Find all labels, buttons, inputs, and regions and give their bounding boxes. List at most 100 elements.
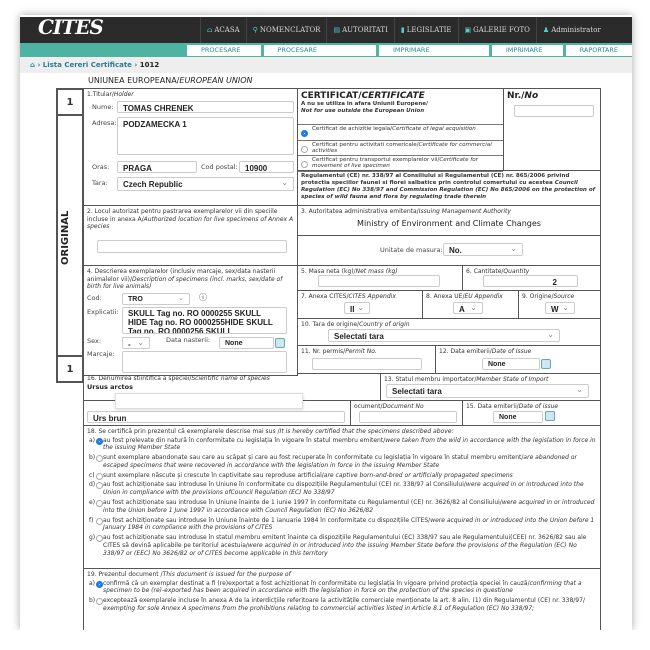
- address-input[interactable]: PODZAMECKA 1: [117, 117, 294, 155]
- birth-input[interactable]: None: [219, 337, 274, 349]
- nav-galerie-foto[interactable]: ▣ GALERIE FOTO: [457, 17, 536, 43]
- radio-button[interactable]: [96, 482, 103, 490]
- nr-label-en: No: [524, 91, 539, 101]
- radio-button[interactable]: [301, 145, 308, 153]
- city-label: Oras:: [92, 163, 110, 171]
- purpose-option[interactable]: a) au fost prelevate din natură în confor…: [87, 436, 597, 454]
- subnav-item[interactable]: PROCESARE INTERNATIONAL: [263, 45, 376, 65]
- cert-type-option[interactable]: Certificat pentru transportul exemplarel…: [298, 156, 503, 172]
- info-icon[interactable]: ⓘ: [199, 293, 207, 302]
- nav-administrator[interactable]: ♟ Administrator: [535, 17, 607, 43]
- f5-label-en: Net mass (kg): [355, 268, 398, 275]
- field-9-section: 9. Origine/Source W: [518, 290, 601, 319]
- option-ro: au fost achiziționate sau introduse în U…: [103, 499, 502, 507]
- cert-note: A nu se utiliza in afara Uniunii Europen…: [301, 101, 429, 107]
- nav-autoritati[interactable]: ▤ AUTORITATI: [326, 17, 393, 43]
- cites-appendix-select[interactable]: II: [344, 302, 370, 314]
- f15-label: 15. Data emiterii/: [466, 403, 519, 410]
- cert-type-option[interactable]: Certificat pentru activitati comericale/…: [298, 141, 503, 156]
- postal-input[interactable]: 10900: [239, 161, 294, 173]
- page-bottom: [0, 630, 650, 650]
- radio-button[interactable]: [96, 500, 103, 508]
- certificate-type-options: Certificat de achizitie legala/Certifica…: [298, 125, 503, 172]
- nav-acasa[interactable]: ⌂ ACASA: [200, 17, 246, 43]
- option-ro: au fost prelevate din natură în conformi…: [103, 436, 386, 444]
- autocomplete-dropdown[interactable]: [115, 393, 303, 409]
- field-6-section: 6. Cantitate/Quantity 2: [462, 265, 601, 291]
- holder-label-en: Holder: [113, 91, 134, 98]
- purpose-option[interactable]: f) au fost achiziționate sau introduse în…: [87, 516, 597, 534]
- unit-select[interactable]: No.: [443, 243, 523, 256]
- home-icon[interactable]: ⌂: [30, 61, 36, 69]
- calendar-icon[interactable]: [275, 338, 285, 348]
- nav-label: GALERIE FOTO: [473, 26, 530, 34]
- f19-label-en: This document is issued for the purpose …: [162, 571, 291, 578]
- purpose-option[interactable]: d) au fost achiziționate sau introduse în…: [87, 480, 597, 498]
- radio-button[interactable]: [301, 130, 308, 137]
- import-state-select[interactable]: Selectati tara: [386, 384, 589, 398]
- radio-button[interactable]: [96, 580, 103, 588]
- document-no-input[interactable]: [359, 411, 457, 423]
- authorized-location-input[interactable]: [97, 240, 287, 253]
- holder-label: 1.Titular/: [87, 91, 114, 98]
- f8-label-en: EU Appendix: [464, 293, 503, 300]
- option-ro: Certificat de achizitie legala/: [312, 126, 393, 132]
- net-mass-input[interactable]: [318, 275, 440, 287]
- cod-select[interactable]: TRO: [122, 293, 190, 305]
- origin-country-select[interactable]: Selectati tara: [328, 329, 560, 342]
- purpose-option[interactable]: b) sunt exemplare abandonate sau care au …: [87, 453, 597, 471]
- nr-input[interactable]: [514, 105, 594, 117]
- f18-label: 18. Se certifică prin prezentul că exemp…: [87, 428, 280, 435]
- source-select[interactable]: W: [545, 302, 575, 314]
- nav-nomenclator[interactable]: ⚲ NOMENCLATOR: [245, 17, 327, 43]
- radio-button[interactable]: [96, 437, 103, 445]
- copy-number: 1: [56, 88, 84, 116]
- document-date-input[interactable]: None: [493, 411, 543, 423]
- calendar-icon[interactable]: [545, 411, 555, 421]
- radio-button[interactable]: [96, 598, 103, 606]
- cert-type-option[interactable]: Certificat de achizitie legala/Certifica…: [298, 125, 503, 141]
- radio-button[interactable]: [96, 472, 103, 480]
- f11-label: 11. Nr. permis/: [301, 348, 346, 355]
- nav-legislatie[interactable]: ▮ LEGISLATIE: [393, 17, 458, 43]
- field-4-section: 4. Descrierea exemplarelor (inclusiv mar…: [83, 265, 298, 376]
- purpose-option[interactable]: g) au fost achiziționate sau introduse în…: [87, 533, 597, 558]
- purpose-option[interactable]: c) sunt exemplare născute și crescute în …: [87, 471, 597, 481]
- eu-appendix-select[interactable]: A: [453, 302, 483, 314]
- permit-no-input[interactable]: [312, 358, 422, 370]
- purpose-option[interactable]: a) confirmă că un exemplar destinat a fi …: [87, 579, 597, 597]
- radio-button[interactable]: [96, 455, 103, 463]
- name-input[interactable]: TOMAS CHRENEK: [117, 101, 294, 113]
- sex-select[interactable]: -: [122, 337, 150, 349]
- eu-heading: UNIUNEA EUROPEANA/EUROPEAN UNION: [88, 76, 253, 85]
- quantity-input[interactable]: 2: [483, 275, 578, 287]
- country-select[interactable]: Czech Republic: [117, 177, 294, 191]
- scientific-name: Ursus arctos: [87, 382, 133, 391]
- purpose-option[interactable]: e) au fost achiziționate sau introduse în…: [87, 498, 597, 516]
- f13-label-en: Member State of Import: [476, 376, 549, 383]
- option-key: a): [89, 579, 96, 587]
- copy-number-bottom: 1: [56, 355, 84, 383]
- nav-label: NOMENCLATOR: [259, 26, 321, 34]
- field-19-section: 19. Prezentul document /This document is…: [83, 568, 601, 638]
- calendar-icon[interactable]: [541, 359, 551, 369]
- breadcrumb-link[interactable]: Lista Cereri Certificate: [42, 61, 132, 69]
- f16-label: 16. Denumirea stiintifica a speciei/: [87, 375, 192, 382]
- issue-date-input[interactable]: None: [482, 358, 540, 370]
- field-12-section: 12. Data emiterii/Date of Issue None: [435, 345, 601, 374]
- city-input[interactable]: PRAGA: [117, 161, 197, 173]
- f9-label-en: Source: [553, 293, 575, 300]
- subnav-item[interactable]: PROCESARE UE: [187, 45, 261, 65]
- subnav-item[interactable]: RAPORTARE: [565, 45, 632, 56]
- explanations-input[interactable]: SKULL Tag no. RO 0000255 SKULL HIDE Tag …: [122, 307, 287, 334]
- marks-input[interactable]: [122, 351, 287, 373]
- f14-label: ocument/: [354, 403, 383, 410]
- subnav-item[interactable]: IMPRIMARE UE: [491, 45, 563, 65]
- common-name-input[interactable]: Urs brun: [87, 411, 345, 423]
- cites-logo[interactable]: CITES: [38, 15, 104, 39]
- purpose-option[interactable]: b) exceptează exemplarele incluse în anex…: [87, 596, 597, 614]
- radio-button[interactable]: [301, 161, 308, 168]
- radio-button[interactable]: [96, 535, 103, 543]
- radio-button[interactable]: [96, 517, 103, 525]
- subnav-item[interactable]: IMPRIMARE INTERNATIONAL: [379, 45, 489, 65]
